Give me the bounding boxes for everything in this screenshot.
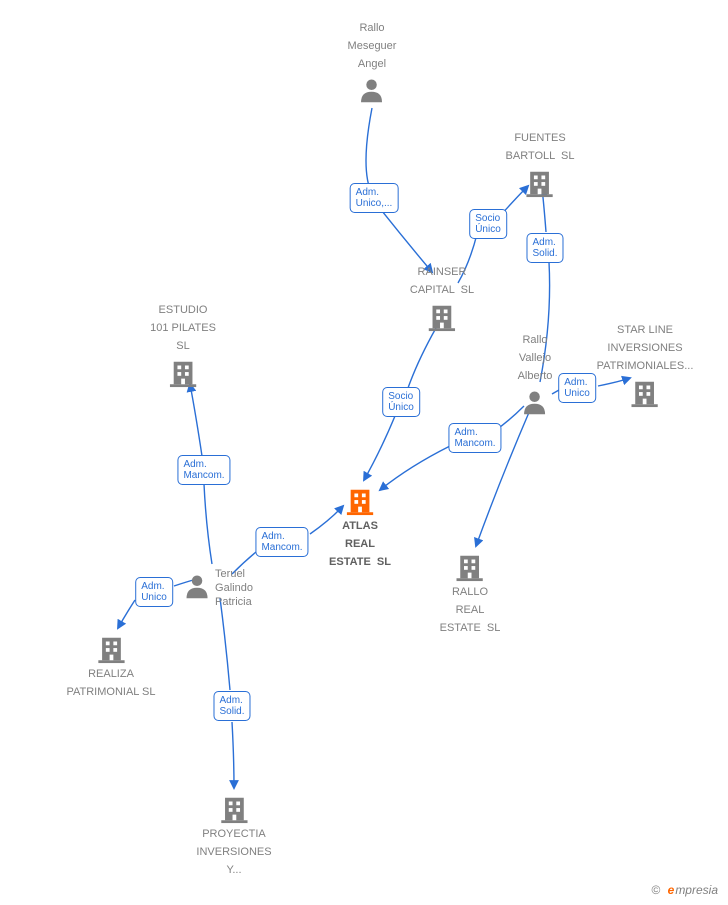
node-label: REALIZA PATRIMONIAL SL bbox=[66, 668, 155, 698]
company-icon bbox=[66, 634, 155, 664]
node-fuentes_bartoll[interactable]: FUENTES BARTOLL SL bbox=[506, 128, 575, 198]
node-rallo_vallejo[interactable]: Rallo Vallejo Alberto bbox=[518, 330, 553, 416]
node-label: ESTUDIO 101 PILATES SL bbox=[150, 304, 216, 352]
edge-label: Adm. Unico bbox=[558, 373, 596, 403]
company-icon bbox=[329, 486, 391, 516]
node-label: FUENTES BARTOLL SL bbox=[506, 132, 575, 162]
node-label: STAR LINE INVERSIONES PATRIMONIALES... bbox=[597, 324, 694, 372]
person-icon bbox=[518, 388, 553, 416]
node-label: Rallo Vallejo Alberto bbox=[518, 334, 553, 382]
edge-label: Adm. Mancom. bbox=[448, 423, 501, 453]
diagram-stage: Rallo Meseguer Angel FUENTES BARTOLL SL … bbox=[0, 0, 728, 905]
node-label: Teruel Galindo Patricia bbox=[215, 568, 253, 609]
edge-path bbox=[232, 722, 234, 788]
edge-path bbox=[364, 416, 395, 480]
person-icon bbox=[183, 568, 211, 600]
node-label: PROYECTIA INVERSIONES Y... bbox=[196, 828, 271, 876]
watermark: © empresia bbox=[651, 883, 718, 897]
edge-path bbox=[118, 600, 135, 628]
edge-label: Adm. Mancom. bbox=[177, 455, 230, 485]
node-label: ATLAS REAL ESTATE SL bbox=[329, 520, 391, 568]
node-rainser[interactable]: RAINSER CAPITAL SL bbox=[410, 262, 474, 332]
edge-path bbox=[366, 108, 372, 194]
copyright-symbol: © bbox=[651, 883, 660, 897]
edge-label: Adm. Solid. bbox=[526, 233, 563, 263]
edge-label: Adm. Solid. bbox=[213, 691, 250, 721]
edge-label: Socio Único bbox=[469, 209, 507, 239]
node-rallo_meseguer[interactable]: Rallo Meseguer Angel bbox=[348, 18, 397, 104]
edge-path bbox=[220, 598, 230, 690]
edge-label: Socio Único bbox=[382, 387, 420, 417]
edge-path bbox=[204, 484, 212, 564]
node-rallo_real_estate[interactable]: RALLO REAL ESTATE SL bbox=[440, 548, 501, 636]
watermark-brand-e: e bbox=[668, 883, 675, 897]
edge-label: Adm. Unico bbox=[135, 577, 173, 607]
company-icon bbox=[410, 302, 474, 332]
node-label: RALLO REAL ESTATE SL bbox=[440, 586, 501, 634]
edges-layer bbox=[0, 0, 728, 905]
company-icon bbox=[506, 168, 575, 198]
edge-path bbox=[190, 384, 202, 456]
node-realiza[interactable]: REALIZA PATRIMONIAL SL bbox=[66, 630, 155, 700]
node-label: Rallo Meseguer Angel bbox=[348, 22, 397, 70]
node-proyectia[interactable]: PROYECTIA INVERSIONES Y... bbox=[196, 790, 271, 878]
edge-path bbox=[408, 328, 436, 388]
node-atlas[interactable]: ATLAS REAL ESTATE SL bbox=[329, 482, 391, 570]
edge-label: Adm. Mancom. bbox=[255, 527, 308, 557]
node-label: RAINSER CAPITAL SL bbox=[410, 266, 474, 296]
company-icon bbox=[150, 358, 216, 388]
node-teruel[interactable]: Teruel Galindo Patricia bbox=[183, 568, 253, 609]
watermark-brand-rest: mpresia bbox=[675, 883, 718, 897]
edge-label: Adm. Unico,... bbox=[350, 183, 399, 213]
company-icon bbox=[196, 794, 271, 824]
node-starline[interactable]: STAR LINE INVERSIONES PATRIMONIALES... bbox=[597, 320, 694, 408]
person-icon bbox=[348, 76, 397, 104]
company-icon bbox=[440, 552, 501, 582]
company-icon bbox=[597, 378, 694, 408]
node-estudio_pilates[interactable]: ESTUDIO 101 PILATES SL bbox=[150, 300, 216, 388]
